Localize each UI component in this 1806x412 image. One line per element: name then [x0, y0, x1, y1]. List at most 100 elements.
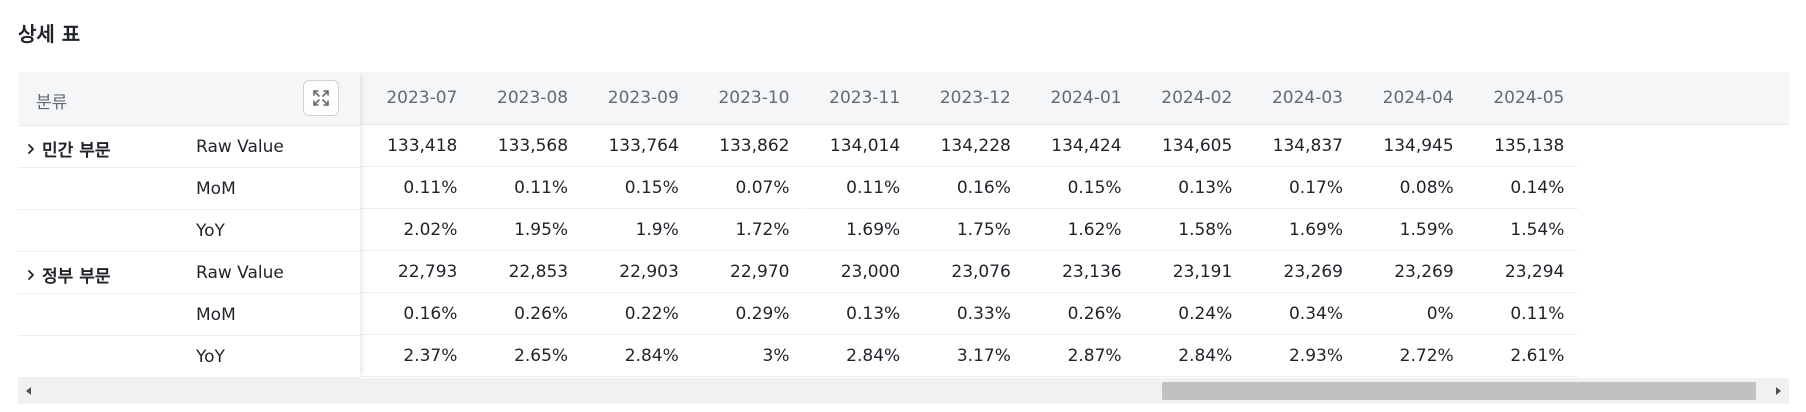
column-header[interactable] — [360, 72, 361, 125]
table-cell: 23,269 — [1357, 251, 1468, 293]
column-header[interactable]: 2023-11 — [803, 72, 915, 125]
column-header[interactable]: 2024-03 — [1246, 72, 1357, 125]
scrollbar-thumb[interactable] — [1161, 382, 1757, 400]
month-column: 2023-09 133,764 0.15% 1.9% 22,903 0.22% 2.84% — [582, 72, 693, 377]
arrow-left-icon[interactable] — [22, 384, 36, 398]
column-header[interactable]: 2023-10 — [692, 72, 804, 125]
month-column: 2023-07 133,418 0.11% 2.02% 22,793 0.16% 2.37% — [360, 72, 472, 377]
table-cell: 0.08% — [1357, 167, 1468, 209]
month-column: 2024-05 135,138 0.14% 1.54% 23,294 0.11% 2.61% — [1467, 72, 1579, 377]
table-cell: 0.11% — [360, 167, 472, 209]
table-cell: 1.62% — [1024, 209, 1136, 251]
chevron-right-icon — [28, 269, 34, 280]
table-cell: 134,228 — [914, 125, 1025, 167]
table-cell: 0.16% — [914, 167, 1025, 209]
group-toggle[interactable]: 정부 부문 — [26, 262, 110, 287]
table-cell: 23,000 — [803, 251, 915, 293]
table-row: 민간 부문 Raw Value — [18, 126, 360, 168]
table-cell: 133,764 — [582, 125, 693, 167]
table-cell: 1.69% — [803, 209, 915, 251]
table-cell: 0.14% — [1467, 167, 1579, 209]
table-cell: 1.95% — [471, 209, 583, 251]
table-row: YoY — [18, 336, 360, 378]
table-cell: 0.34% — [1246, 293, 1357, 335]
metric-label: YoY — [196, 221, 225, 241]
table-cell: % — [360, 335, 361, 377]
table-scroll-area[interactable]: 0%%7%%2023-07133,4180.11%2.02%22,7930.16… — [360, 72, 1789, 378]
month-column: 2023-08 133,568 0.11% 1.95% 22,853 0.26% 2.65% — [471, 72, 583, 377]
table-cell: 0.24% — [1135, 293, 1247, 335]
table-cell: 23,269 — [1246, 251, 1357, 293]
table-cell: 0 — [360, 125, 361, 167]
metric-label: MoM — [196, 305, 236, 325]
group-toggle[interactable]: 민간 부문 — [26, 136, 110, 161]
table-cell: 0.26% — [471, 293, 583, 335]
column-header[interactable]: 2024-04 — [1357, 72, 1468, 125]
table-cell: 1.69% — [1246, 209, 1357, 251]
table-cell: 0.26% — [1024, 293, 1136, 335]
table-cell: 0.17% — [1246, 167, 1357, 209]
table-cell: 0.29% — [692, 293, 804, 335]
table-cell: 2.02% — [360, 209, 472, 251]
table-cell: % — [360, 293, 361, 335]
table-cell: 23,076 — [914, 251, 1025, 293]
expand-button[interactable] — [303, 80, 339, 116]
table-cell: 0.22% — [582, 293, 693, 335]
column-header[interactable]: 2023-08 — [471, 72, 583, 125]
column-header[interactable]: 2024-05 — [1467, 72, 1579, 125]
metric-label: YoY — [196, 347, 225, 367]
table-cell: 22,903 — [582, 251, 693, 293]
group-label: 정부 부문 — [42, 267, 111, 287]
table-cell: 0.11% — [471, 167, 583, 209]
table-cell: 2.84% — [803, 335, 915, 377]
partial-column: 0%%7%% — [360, 72, 361, 377]
table-cell: 2.61% — [1467, 335, 1579, 377]
table-cell: 2.84% — [1135, 335, 1247, 377]
expand-icon — [313, 90, 329, 106]
table-cell: 133,568 — [471, 125, 583, 167]
group-label: 민간 부문 — [42, 141, 111, 161]
month-column: 2024-02 134,605 0.13% 1.58% 23,191 0.24% 2.84% — [1135, 72, 1247, 377]
table-cell: 2.84% — [582, 335, 693, 377]
table-cell: 133,862 — [692, 125, 804, 167]
table-cell: 7 — [360, 251, 361, 293]
metric-label: Raw Value — [196, 263, 284, 283]
table-cell: 1.59% — [1357, 209, 1468, 251]
column-header[interactable]: 2024-02 — [1135, 72, 1247, 125]
table-cell: 1.54% — [1467, 209, 1579, 251]
month-column: 2023-11 134,014 0.11% 1.69% 23,000 0.13% 2.84% — [803, 72, 915, 377]
table-cell: 22,970 — [692, 251, 804, 293]
table-row: MoM — [18, 294, 360, 336]
scrollbar-track[interactable] — [42, 382, 1765, 400]
table-cell: 0.11% — [803, 167, 915, 209]
table-cell: 0.15% — [582, 167, 693, 209]
horizontal-scrollbar[interactable] — [18, 378, 1789, 404]
table-cell: 0.16% — [360, 293, 472, 335]
table-cell: 0.13% — [803, 293, 915, 335]
table-cell: % — [360, 167, 361, 209]
table-cell: 1.72% — [692, 209, 804, 251]
category-header: 분류 — [36, 93, 68, 113]
table-cell: 1.58% — [1135, 209, 1247, 251]
page-title: 상세 표 — [18, 22, 81, 46]
table-cell: 1.75% — [914, 209, 1025, 251]
column-header[interactable]: 2023-07 — [360, 72, 472, 125]
table-cell: 2.37% — [360, 335, 472, 377]
table-cell: 134,945 — [1357, 125, 1468, 167]
table-cell: 3.17% — [914, 335, 1025, 377]
metric-label: MoM — [196, 179, 236, 199]
table-cell: 2.72% — [1357, 335, 1468, 377]
table-cell: 0.11% — [1467, 293, 1579, 335]
table-cell: 134,605 — [1135, 125, 1247, 167]
column-header[interactable]: 2023-09 — [582, 72, 693, 125]
table-cell: 1.9% — [582, 209, 693, 251]
month-column: 2023-10 133,862 0.07% 1.72% 22,970 0.29% 3% — [692, 72, 804, 377]
column-header[interactable]: 2023-12 — [914, 72, 1025, 125]
table-cell: 0.33% — [914, 293, 1025, 335]
month-column: 2024-01 134,424 0.15% 1.62% 23,136 0.26% 2.87% — [1024, 72, 1136, 377]
metric-label: Raw Value — [196, 137, 284, 157]
table-cell: % — [360, 209, 361, 251]
column-header[interactable]: 2024-01 — [1024, 72, 1136, 125]
table-cell: 2.65% — [471, 335, 583, 377]
arrow-right-icon[interactable] — [1771, 384, 1785, 398]
